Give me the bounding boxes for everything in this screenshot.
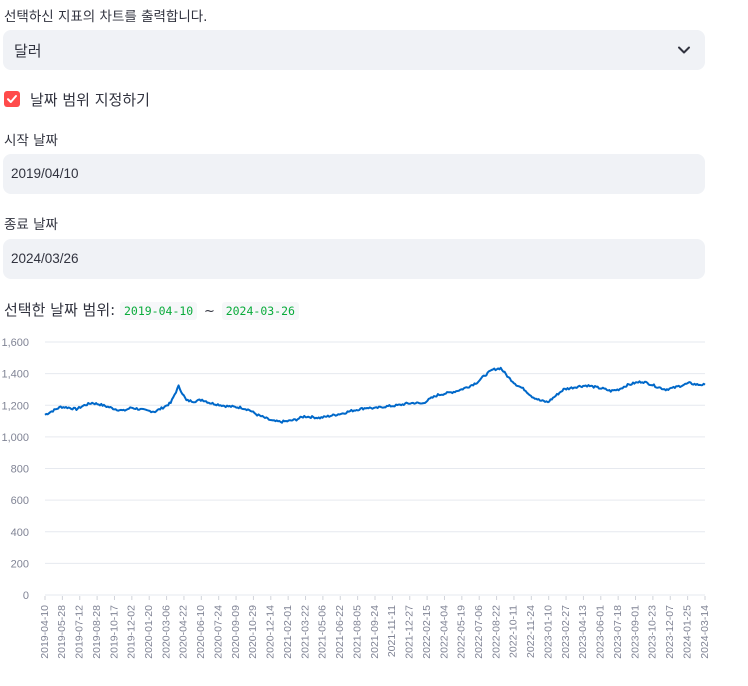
- end-date-input[interactable]: 2024/03/26: [3, 239, 705, 279]
- x-axis: 2019-04-10 2019-05-28 2019-07-12 2019-08-28…: [39, 596, 711, 659]
- x-tick-label: 2019-07-12: [74, 605, 86, 659]
- x-tick-label: 2021-02-01: [282, 605, 294, 659]
- check-icon: [7, 95, 17, 103]
- x-tick-label: 2020-04-22: [178, 605, 190, 659]
- y-tick-label: 1,400: [1, 369, 29, 381]
- y-tick-label: 200: [11, 558, 29, 570]
- y-tick-label: 0: [23, 590, 29, 602]
- x-tick-label: 2022-05-19: [456, 605, 468, 659]
- x-tick-label: 2021-09-24: [369, 605, 381, 659]
- y-tick-label: 1,600: [1, 337, 29, 349]
- x-tick-label: 2023-06-01: [595, 605, 607, 659]
- start-date-value: 2019/04/10: [11, 166, 79, 181]
- y-tick-label: 800: [11, 464, 29, 476]
- range-end-code: 2024-03-26: [221, 302, 299, 320]
- x-tick-label: 2019-08-28: [91, 605, 103, 659]
- date-range-checkbox[interactable]: [4, 91, 20, 107]
- x-tick-label: 2022-07-06: [473, 605, 485, 659]
- x-tick-label: 2023-12-07: [664, 605, 676, 659]
- exchange-rate-chart: 0 200 400 600 800 1,000 1,200 1,400 1,600 2019-0…: [1, 337, 711, 659]
- y-tick-label: 1,000: [1, 432, 29, 444]
- y-tick-label: 1,200: [1, 400, 29, 412]
- x-tick-label: 2023-07-18: [612, 605, 624, 659]
- x-tick-label: 2022-04-04: [438, 605, 450, 659]
- range-separator: ~: [204, 304, 215, 319]
- x-tick-label: 2023-04-13: [577, 605, 589, 659]
- start-date-label: 시작 날짜: [4, 133, 58, 149]
- x-tick-label: 2019-12-02: [126, 605, 138, 659]
- x-tick-label: 2023-01-10: [542, 605, 554, 659]
- x-tick-label: 2021-08-05: [351, 605, 363, 659]
- x-tick-label: 2021-11-11: [386, 605, 398, 657]
- y-tick-label: 600: [11, 495, 29, 507]
- x-tick-label: 2023-02-27: [560, 605, 572, 659]
- end-date-label: 종료 날짜: [4, 217, 58, 233]
- x-tick-label: 2020-03-06: [160, 605, 172, 659]
- series-line: [44, 366, 706, 424]
- x-tick-label: 2023-10-23: [647, 605, 659, 659]
- x-tick-label: 2021-03-22: [299, 605, 311, 659]
- date-range-checkbox-label: 날짜 범위 지정하기: [30, 91, 150, 109]
- x-tick-label: 2020-12-14: [265, 605, 277, 659]
- selected-range: 선택한 날짜 범위: 2019-04-10 ~ 2024-03-26: [4, 299, 299, 320]
- x-tick-label: 2022-02-15: [421, 605, 433, 659]
- indicator-select-value: 달러: [14, 42, 42, 60]
- x-tick-label: 2019-10-17: [108, 605, 120, 659]
- x-tick-label: 2020-01-20: [143, 605, 155, 659]
- x-tick-label: 2020-06-10: [195, 605, 207, 659]
- selected-range-prefix: 선택한 날짜 범위:: [4, 301, 116, 319]
- y-tick-label: 400: [11, 527, 29, 539]
- x-tick-label: 2022-11-24: [525, 605, 537, 658]
- start-date-input[interactable]: 2019/04/10: [3, 154, 705, 194]
- x-tick-label: 2020-10-29: [247, 605, 259, 659]
- x-tick-label: 2020-07-24: [212, 605, 224, 659]
- x-tick-label: 2024-01-25: [681, 605, 693, 659]
- x-tick-label: 2019-04-10: [39, 605, 51, 659]
- y-axis: 0 200 400 600 800 1,000 1,200 1,400 1,600: [1, 337, 29, 602]
- chart-grid: [45, 341, 705, 596]
- x-tick-label: 2023-09-01: [629, 605, 641, 659]
- range-start-code: 2019-04-10: [119, 302, 198, 320]
- end-date-value: 2024/03/26: [11, 251, 79, 266]
- x-tick-label: 2021-05-06: [317, 605, 329, 659]
- chevron-down-icon: [678, 46, 690, 54]
- indicator-select[interactable]: 달러: [3, 30, 705, 70]
- x-tick-label: 2022-08-22: [490, 605, 502, 659]
- x-tick-label: 2019-05-28: [56, 605, 68, 659]
- x-tick-label: 2021-12-27: [404, 605, 416, 659]
- x-tick-label: 2022-10-11: [508, 605, 520, 658]
- x-tick-label: 2020-09-09: [230, 605, 242, 659]
- x-tick-label: 2024-03-14: [699, 605, 711, 659]
- chart-caption: 선택하신 지표의 차트를 출력합니다.: [4, 9, 208, 25]
- x-tick-label: 2021-06-22: [334, 605, 346, 659]
